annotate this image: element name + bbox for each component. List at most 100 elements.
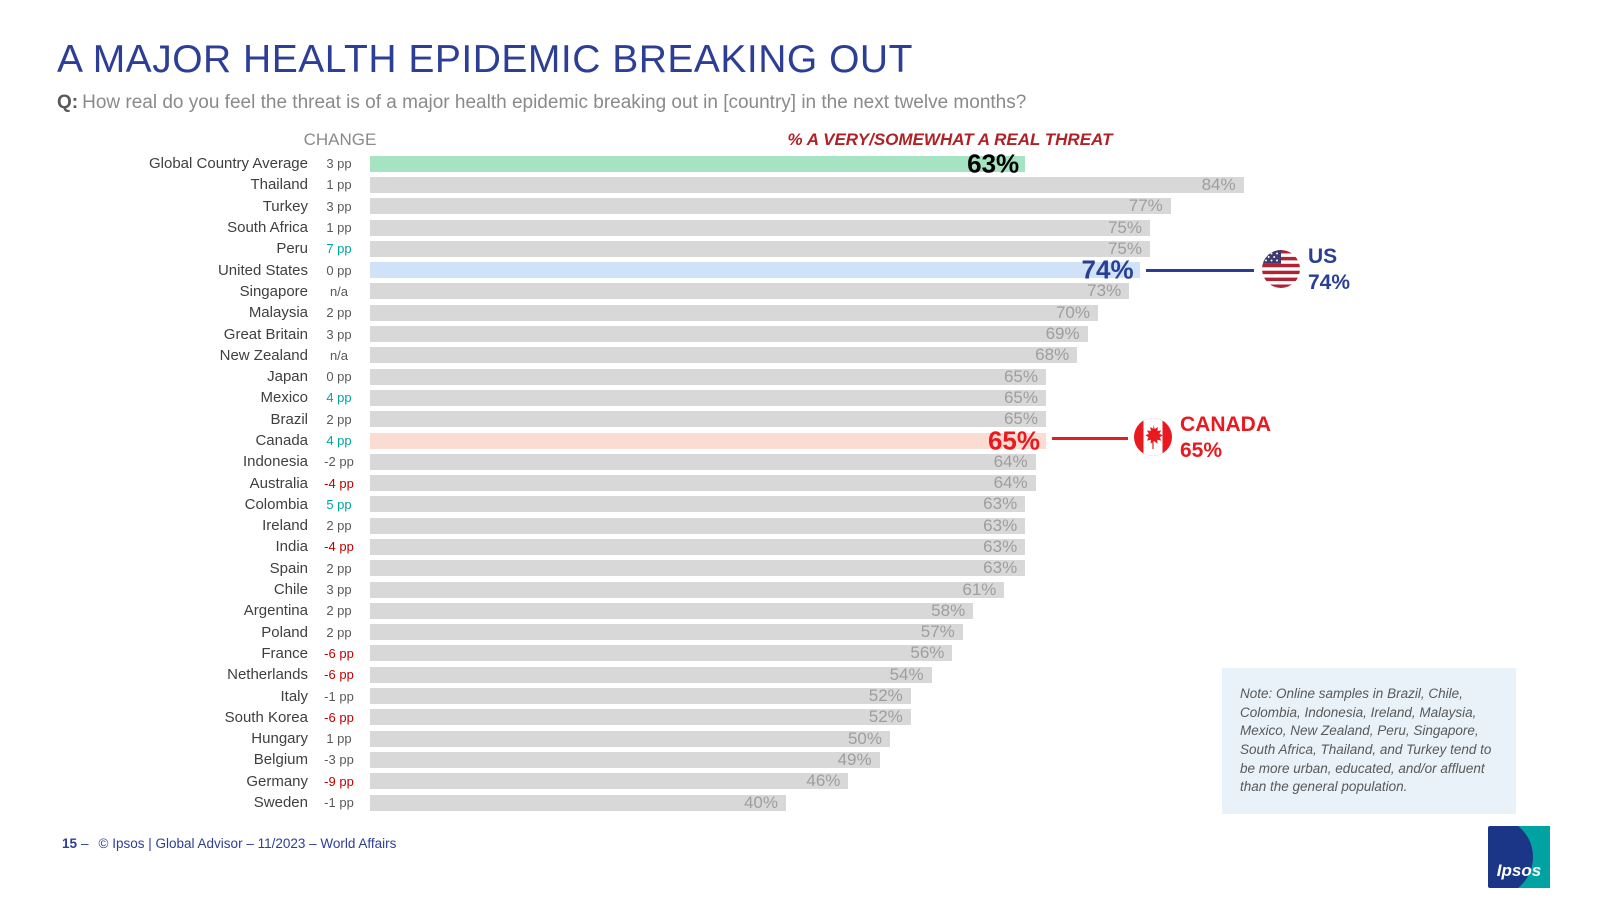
change-value: 2 pp — [326, 305, 352, 321]
change-value: -9 pp — [324, 773, 354, 789]
bar — [370, 262, 1140, 279]
bar-track: 65% — [370, 409, 1600, 429]
value-label: 64% — [993, 473, 1028, 493]
chart-row: Colombia 5 pp 63% — [0, 494, 1600, 515]
chart-row: Netherlands -6 pp 54% — [0, 664, 1600, 685]
change-value: 2 pp — [326, 411, 352, 427]
bar-track: 69% — [370, 324, 1600, 343]
canada-callout-line — [1052, 437, 1128, 440]
us-callout-line — [1146, 269, 1254, 272]
country-label: Japan — [267, 368, 308, 386]
bar-track: 74% — [370, 255, 1600, 285]
value-label: 64% — [993, 451, 1028, 471]
chart-row: Canada 4 pp 65% — [0, 425, 1600, 455]
bar-track: 65% — [370, 388, 1600, 407]
country-label: Spain — [269, 559, 308, 577]
change-value: 2 pp — [326, 560, 352, 576]
value-label: 50% — [847, 728, 882, 748]
canada-callout-value: 65% — [1180, 439, 1223, 463]
canada-callout-country: CANADA — [1180, 413, 1271, 436]
ipsos-logo: Ipsos — [1488, 826, 1550, 888]
bar-track: 73% — [370, 281, 1600, 301]
bar — [370, 602, 974, 619]
bar-track: 64% — [370, 451, 1600, 471]
bar — [370, 751, 880, 768]
value-label: 65% — [1003, 409, 1038, 429]
question-text: How real do you feel the threat is of a … — [82, 92, 1027, 113]
bar-track: 54% — [370, 665, 1600, 684]
chart-row: Belgium -3 pp 49% — [0, 749, 1600, 770]
chart-row: Mexico 4 pp 65% — [0, 387, 1600, 408]
chart-row: Turkey 3 pp 77% — [0, 196, 1600, 217]
change-value: 3 pp — [326, 198, 352, 214]
country-label: Mexico — [260, 389, 308, 407]
chart-row: United States 0 pp 74% — [0, 255, 1600, 285]
country-label: South Africa — [227, 219, 308, 237]
chart-row: Chile 3 pp 61% — [0, 579, 1600, 600]
chart-row: Indonesia -2 pp 64% — [0, 451, 1600, 472]
bar-track: 64% — [370, 473, 1600, 493]
value-label: 63% — [983, 536, 1018, 556]
bar — [370, 581, 1005, 598]
bar-track: 65% — [370, 367, 1600, 386]
chart-row: Global Country Average 3 pp 63% — [0, 148, 1600, 178]
bar — [370, 709, 911, 726]
country-label: Malaysia — [248, 304, 308, 322]
question-prefix: Q: — [57, 92, 79, 113]
chart-row: Ireland 2 pp 63% — [0, 515, 1600, 536]
value-label: 73% — [1087, 281, 1122, 301]
change-value: -6 pp — [324, 709, 354, 725]
change-value: -6 pp — [324, 667, 354, 683]
bar-chart: Global Country Average 3 pp 63% Thailand 1 p… — [0, 148, 1600, 813]
bar-track: 50% — [370, 728, 1600, 748]
bar — [370, 560, 1026, 577]
bar-track: 52% — [370, 707, 1600, 727]
bar — [370, 688, 911, 705]
bar-track: 46% — [370, 771, 1600, 790]
footer-text: © Ipsos | Global Advisor – 11/2023 – Wor… — [98, 836, 397, 851]
value-label: 57% — [920, 622, 955, 642]
bar — [370, 198, 1171, 215]
bar — [370, 240, 1150, 257]
country-label: Germany — [246, 772, 308, 790]
bar — [370, 283, 1130, 300]
country-label: New Zealand — [219, 346, 308, 364]
value-label: 84% — [1201, 174, 1236, 194]
chart-row: Poland 2 pp 57% — [0, 622, 1600, 643]
country-label: South Korea — [224, 708, 308, 726]
us-callout-country: US — [1308, 245, 1338, 268]
chart-row: Australia -4 pp 64% — [0, 472, 1600, 493]
value-label: 61% — [962, 579, 997, 599]
bar — [370, 326, 1088, 343]
bar — [370, 347, 1078, 364]
change-value: 1 pp — [326, 177, 352, 193]
value-label: 52% — [868, 707, 903, 727]
value-label: 63% — [983, 558, 1018, 578]
canada-callout-label: CANADA 65% — [1180, 412, 1271, 465]
change-value: 0 pp — [326, 369, 352, 385]
us-callout-value: 74% — [1308, 271, 1351, 295]
country-label: France — [261, 644, 308, 662]
country-label: Belgium — [253, 751, 308, 769]
country-label: Thailand — [250, 176, 308, 194]
country-label: Turkey — [262, 197, 308, 215]
change-value: n/a — [329, 347, 349, 363]
bar-track: 58% — [370, 601, 1600, 620]
chart-row: Spain 2 pp 63% — [0, 558, 1600, 579]
change-value: 0 pp — [326, 262, 352, 278]
country-label: Hungary — [251, 730, 308, 748]
us-callout-label: US 74% — [1308, 244, 1350, 297]
change-value: n/a — [329, 283, 349, 299]
bar-track: 56% — [370, 643, 1600, 663]
change-value: 3 pp — [326, 156, 352, 172]
country-label: Poland — [261, 623, 308, 641]
bar — [370, 773, 849, 790]
value-label: 56% — [910, 643, 945, 663]
chart-row: India -4 pp 63% — [0, 536, 1600, 557]
chart-row: Great Britain 3 pp 69% — [0, 323, 1600, 344]
value-label: 74% — [1081, 254, 1134, 285]
bar-track: 61% — [370, 579, 1600, 599]
bar-track: 84% — [370, 174, 1600, 194]
chart-row: Peru 7 pp 75% — [0, 238, 1600, 259]
